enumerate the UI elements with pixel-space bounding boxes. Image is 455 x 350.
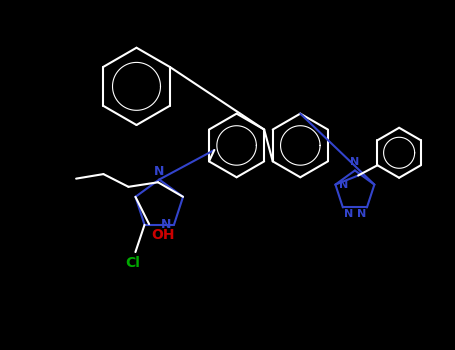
Text: N: N [344, 209, 353, 219]
Text: N: N [339, 180, 348, 190]
Text: N: N [357, 209, 366, 219]
Text: Cl: Cl [126, 257, 141, 271]
Text: N: N [350, 157, 359, 167]
Text: N: N [161, 218, 171, 231]
Text: N: N [154, 165, 164, 178]
Text: OH: OH [151, 229, 175, 243]
